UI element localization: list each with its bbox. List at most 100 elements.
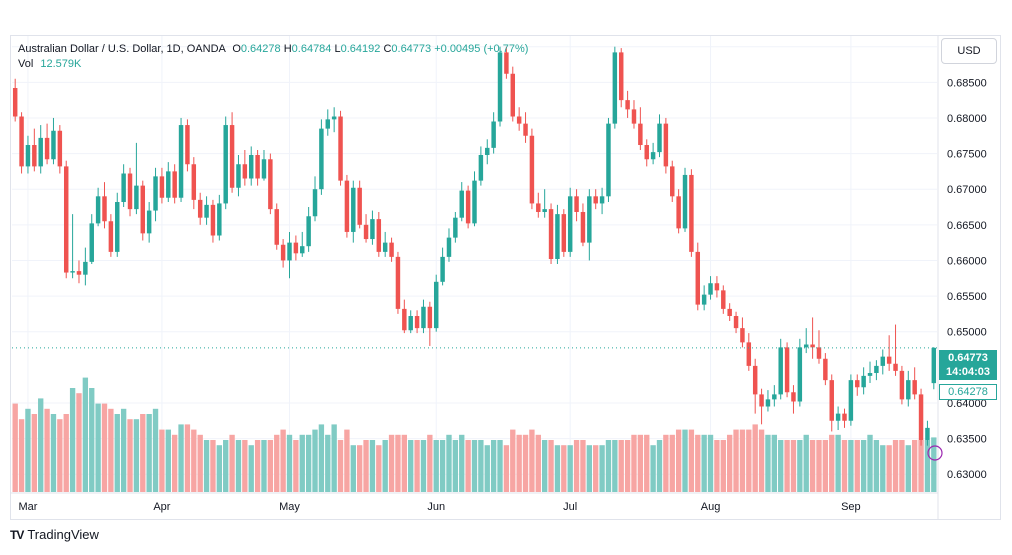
candle-body: [229, 125, 235, 188]
candle-body: [574, 196, 579, 212]
candle-body: [727, 308, 732, 317]
symbol-title[interactable]: Australian Dollar / U.S. Dollar, 1D, OAN…: [18, 43, 226, 55]
candle-body: [567, 196, 573, 252]
high-label: H: [283, 43, 292, 55]
candle-body: [497, 52, 503, 122]
candle-body: [280, 244, 286, 261]
volume-bar: [452, 440, 459, 492]
candle-body: [829, 380, 834, 421]
candle-body: [32, 145, 37, 167]
volume-bar: [31, 414, 38, 492]
candle-body: [855, 380, 860, 388]
candle-body: [823, 358, 828, 381]
volume-bar: [459, 434, 465, 492]
volume-bar: [682, 429, 688, 492]
candle-body: [293, 242, 299, 254]
candle-body: [261, 159, 267, 179]
candle-body: [70, 271, 75, 273]
y-tick-label: 0.65500: [947, 291, 987, 303]
candle-body: [344, 180, 350, 232]
volume-bar: [567, 445, 573, 492]
volume-bar: [892, 440, 899, 492]
open-label: O: [232, 43, 241, 55]
volume-bar: [758, 429, 765, 492]
volume-bar: [140, 414, 146, 492]
candle-body: [25, 145, 31, 167]
volume-bar: [69, 388, 76, 492]
volume-bar: [427, 434, 433, 492]
candle-body: [178, 125, 184, 198]
candle-body: [57, 130, 63, 167]
volume-bar: [829, 434, 835, 492]
volume-bar: [325, 434, 331, 492]
currency-button[interactable]: USD: [941, 38, 997, 64]
volume-bar: [720, 440, 726, 492]
candle-body: [504, 52, 509, 74]
candle-body: [650, 152, 656, 160]
candle-body: [816, 347, 822, 359]
volume-bar: [254, 440, 261, 492]
volume-bar: [197, 434, 203, 492]
volume-bar: [548, 440, 554, 492]
y-tick-label: 0.67000: [947, 184, 987, 196]
close-label: C: [383, 43, 392, 55]
x-axis[interactable]: Mar Apr May Jun Jul Aug Sep: [18, 501, 860, 513]
candle-body: [76, 271, 82, 275]
candle-body: [625, 100, 630, 110]
candle-body: [536, 203, 541, 212]
candle-body: [325, 119, 331, 129]
volume-bar: [707, 434, 714, 492]
volume-bar: [223, 440, 229, 492]
candle-body: [701, 294, 707, 305]
volume-legend: Vol 12.579K: [18, 58, 81, 70]
volume-bar: [159, 429, 165, 492]
volume-bar: [146, 414, 152, 492]
candle-body: [166, 171, 171, 198]
volume-bar: [344, 429, 350, 492]
volume-bar: [152, 408, 159, 492]
candle-body: [599, 196, 605, 204]
candle-body: [51, 130, 56, 160]
volume-bar: [312, 429, 318, 492]
candle-body: [772, 394, 777, 400]
x-tick-label: Mar: [18, 501, 37, 513]
candle-body: [880, 356, 886, 366]
volume-bar: [618, 440, 624, 492]
candle-body: [382, 242, 388, 252]
candle-body: [759, 394, 764, 407]
volume-bar: [369, 440, 376, 492]
volume-bar: [822, 440, 829, 492]
volume-bar: [816, 440, 822, 492]
candle-body: [274, 209, 279, 245]
brand-name[interactable]: TradingView: [27, 527, 99, 542]
candle-body: [357, 187, 362, 225]
vol-label[interactable]: Vol: [18, 58, 34, 70]
candle-body: [312, 189, 318, 217]
volume-bar: [867, 434, 873, 492]
candle-body: [12, 88, 18, 117]
volume-bar: [516, 434, 522, 492]
volume-bar: [541, 440, 548, 492]
y-tick-label: 0.68000: [947, 113, 987, 125]
tradingview-logo-icon[interactable]: TV: [10, 527, 24, 542]
candle-body: [248, 154, 254, 179]
candle-body: [185, 125, 190, 165]
candle-body: [714, 283, 720, 291]
candle-body: [44, 137, 50, 160]
volume-bar: [733, 429, 739, 492]
volume-bar: [765, 434, 771, 492]
volume-bar: [522, 434, 529, 492]
y-axis[interactable]: 0.690000.685000.680000.675000.670000.665…: [947, 42, 987, 482]
volume-bar: [484, 445, 490, 492]
volume-bar: [586, 445, 593, 492]
last-price-label: 0.64773 14:04:03: [939, 350, 997, 380]
volume-bar: [171, 434, 178, 492]
y-tick-label: 0.67500: [947, 149, 987, 161]
candle-body: [331, 116, 337, 120]
volume-bar: [414, 440, 420, 492]
volume-bar: [248, 445, 254, 492]
volume-bar: [605, 440, 612, 492]
candle-body: [363, 224, 369, 240]
candle-body: [708, 283, 713, 295]
